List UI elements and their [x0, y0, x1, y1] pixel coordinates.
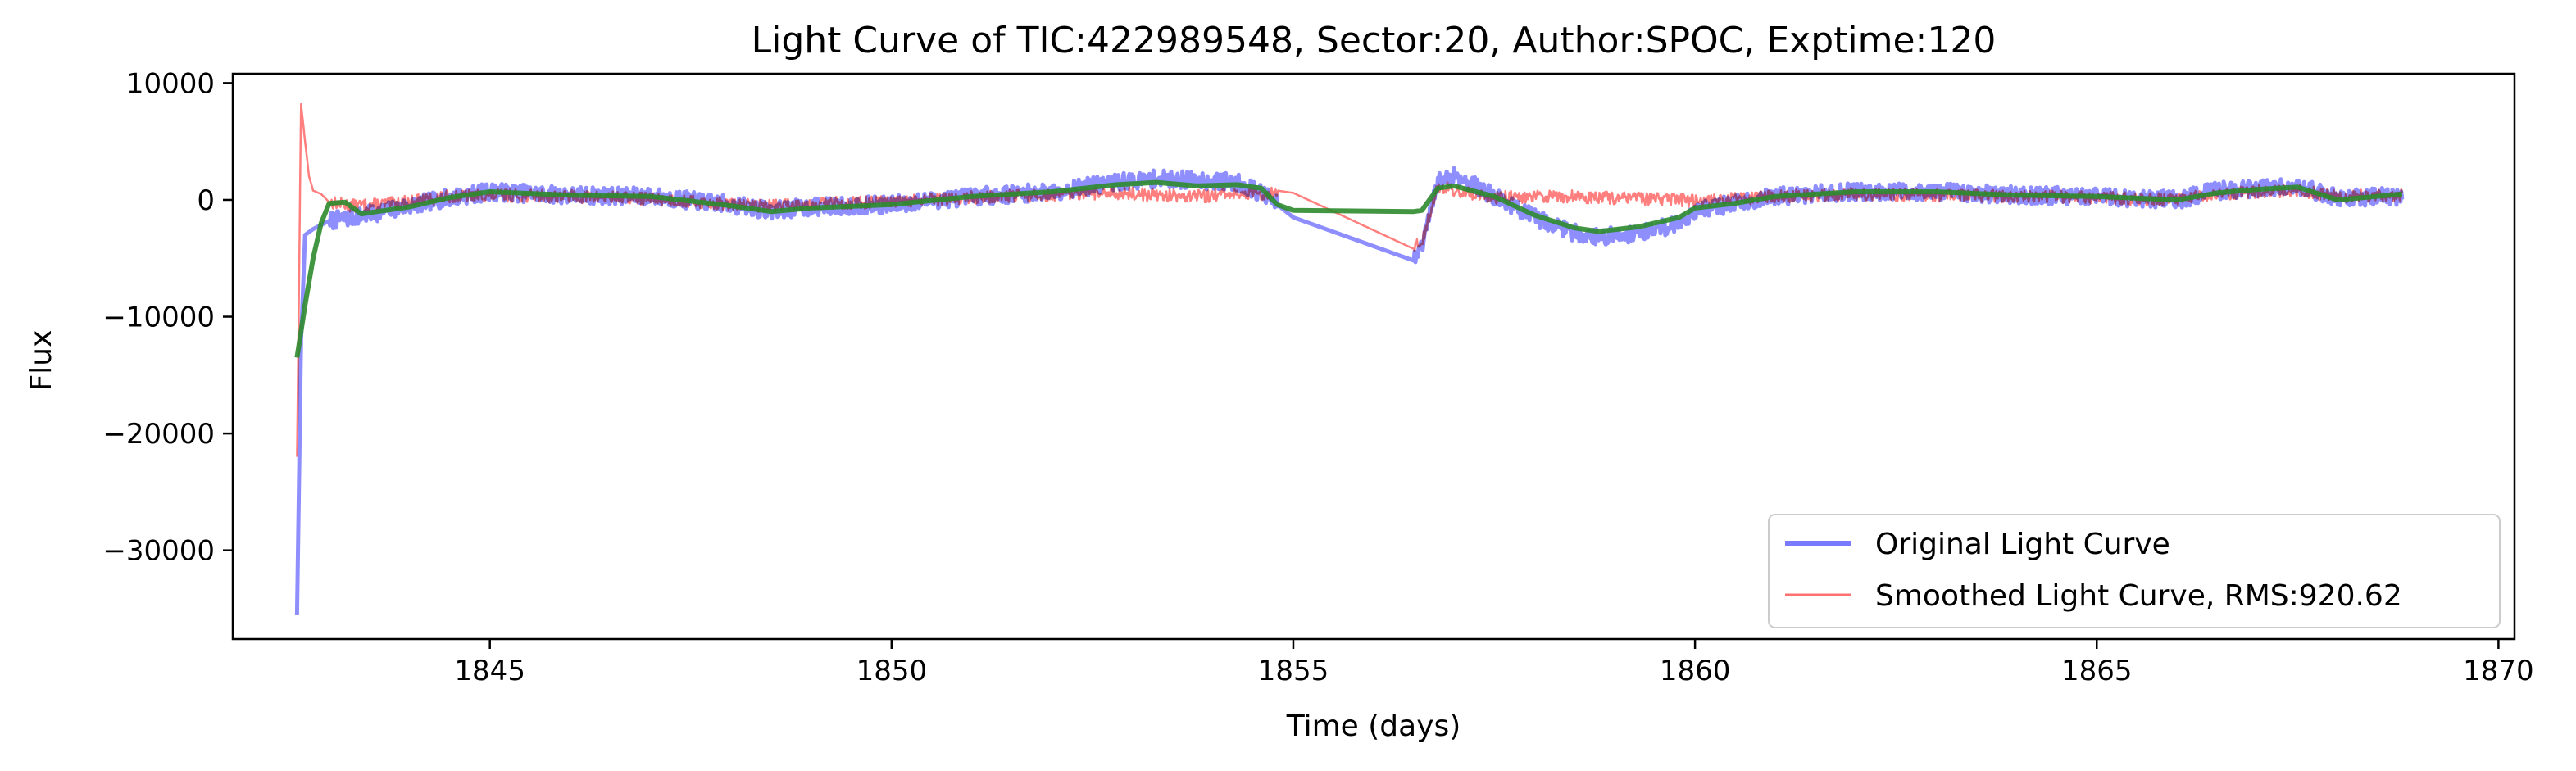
- x-tick-label: 1845: [454, 655, 525, 687]
- x-tick-label: 1865: [2061, 655, 2133, 687]
- series-layer: [294, 102, 2405, 615]
- legend-label-original: Original Light Curve: [1875, 528, 2170, 561]
- x-tick-label: 1860: [1660, 655, 1731, 687]
- x-tick-label: 1850: [856, 655, 928, 687]
- chart-title: Light Curve of TIC:422989548, Sector:20,…: [752, 20, 1997, 61]
- ticks-layer: 1845 1850 1855 1860 1865 1870 10000 0 −10000 −200…: [102, 67, 2533, 687]
- x-tick-label: 1855: [1258, 655, 1329, 687]
- y-tick-label: 0: [197, 184, 215, 217]
- x-tick-label: 1870: [2463, 655, 2534, 687]
- series-line-3: [294, 179, 2403, 358]
- y-tick-label: 10000: [126, 67, 215, 100]
- legend: Original Light Curve Smoothed Light Curv…: [1768, 514, 2501, 628]
- y-tick-label: −20000: [102, 418, 215, 451]
- legend-label-smoothed: Smoothed Light Curve, RMS:920.62: [1875, 579, 2402, 613]
- plot-frame: [231, 72, 2516, 641]
- y-axis-title: Flux: [25, 330, 58, 392]
- series-line-2: [296, 102, 2404, 457]
- legend-box: [1768, 514, 2501, 628]
- y-tick-label: −10000: [102, 302, 215, 334]
- y-tick-label: −30000: [102, 535, 215, 568]
- x-axis-title: Time (days): [1286, 710, 1461, 743]
